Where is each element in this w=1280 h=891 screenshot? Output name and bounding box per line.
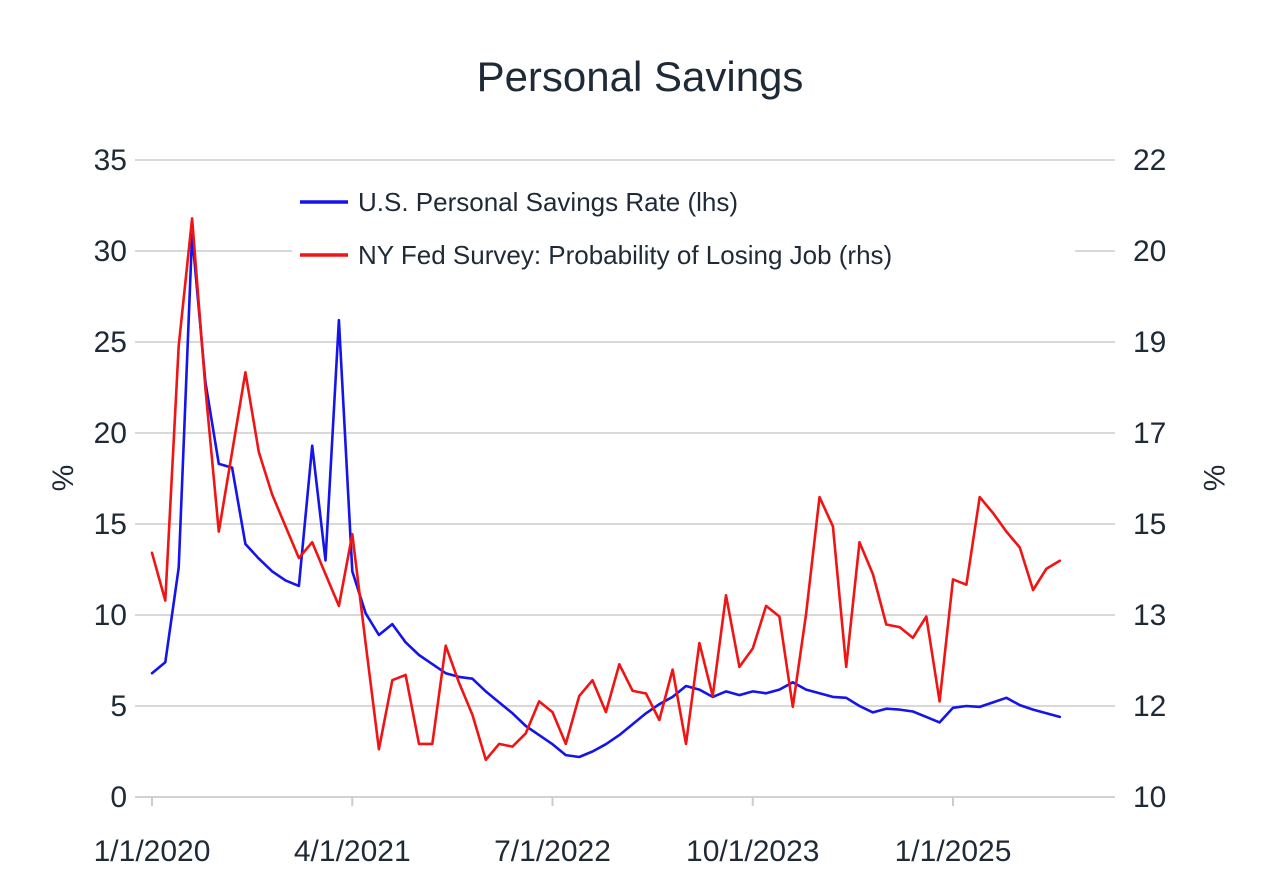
x-tick-label: 1/1/2025 — [895, 835, 1012, 868]
y-right-tick-label: 19 — [1133, 326, 1166, 359]
legend-background — [292, 186, 1075, 270]
y-right-axis-unit: % — [1197, 465, 1230, 492]
y-right-tick-label: 13 — [1133, 599, 1166, 632]
y-right-tick-label: 20 — [1133, 235, 1166, 268]
y-left-tick-label: 35 — [94, 144, 127, 177]
y-right-tick-label: 12 — [1133, 690, 1166, 723]
y-left-tick-label: 25 — [94, 326, 127, 359]
y-right-tick-label: 22 — [1133, 144, 1166, 177]
x-tick-label: 1/1/2020 — [94, 835, 211, 868]
y-left-tick-label: 5 — [110, 690, 127, 723]
legend-label-savings-rate: U.S. Personal Savings Rate (lhs) — [358, 187, 738, 217]
y-left-axis-unit: % — [47, 465, 80, 492]
series-line-survey — [150, 217, 1062, 762]
x-tick-label: 10/1/2023 — [686, 835, 819, 868]
y-right-tick-label: 15 — [1133, 508, 1166, 541]
x-tick-label: 7/1/2022 — [494, 835, 611, 868]
axes: 0 5 10 15 20 25 30 35 10 12 13 15 17 19 20 22 1/1/2020 4/… — [94, 144, 1167, 868]
y-left-tick-label: 10 — [94, 599, 127, 632]
y-left-tick-label: 0 — [110, 781, 127, 814]
x-tick-label: 4/1/2021 — [294, 835, 411, 868]
y-right-tick-label: 17 — [1133, 417, 1166, 450]
series-line-savings-rate — [150, 233, 1062, 759]
y-left-tick-label: 15 — [94, 508, 127, 541]
legend: U.S. Personal Savings Rate (lhs) NY Fed … — [300, 187, 892, 270]
series-lines — [150, 217, 1062, 762]
y-right-tick-label: 10 — [1133, 781, 1166, 814]
y-left-tick-label: 20 — [94, 417, 127, 450]
legend-label-survey: NY Fed Survey: Probability of Losing Job… — [358, 240, 892, 270]
chart-title: Personal Savings — [477, 53, 804, 100]
y-left-tick-label: 30 — [94, 235, 127, 268]
